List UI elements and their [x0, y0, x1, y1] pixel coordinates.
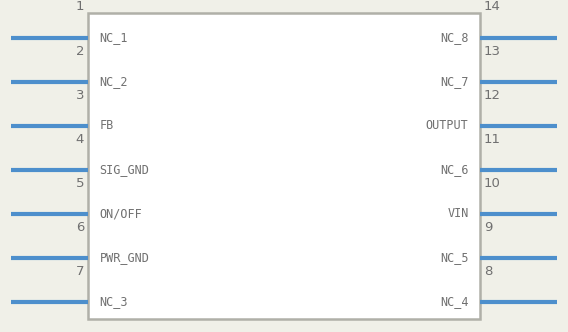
Text: 14: 14	[484, 0, 501, 14]
Text: 5: 5	[76, 177, 84, 190]
Text: NC_8: NC_8	[440, 31, 469, 44]
Bar	[88, 13, 480, 319]
Text: NC_3: NC_3	[99, 295, 128, 308]
Text: NC_7: NC_7	[440, 75, 469, 88]
Text: NC_1: NC_1	[99, 31, 128, 44]
Text: 6: 6	[76, 221, 84, 234]
Text: 1: 1	[76, 0, 84, 14]
Text: 7: 7	[76, 265, 84, 278]
Text: VIN: VIN	[447, 208, 469, 220]
Text: 4: 4	[76, 132, 84, 146]
Text: NC_4: NC_4	[440, 295, 469, 308]
Text: PWR_GND: PWR_GND	[99, 251, 149, 264]
Text: NC_2: NC_2	[99, 75, 128, 88]
Text: SIG_GND: SIG_GND	[99, 163, 149, 176]
Text: FB: FB	[99, 119, 114, 132]
Text: OUTPUT: OUTPUT	[426, 119, 469, 132]
Text: NC_6: NC_6	[440, 163, 469, 176]
Text: 2: 2	[76, 44, 84, 57]
Text: 10: 10	[484, 177, 501, 190]
Text: ON/OFF: ON/OFF	[99, 208, 142, 220]
Text: 9: 9	[484, 221, 492, 234]
Text: 8: 8	[484, 265, 492, 278]
Text: 3: 3	[76, 89, 84, 102]
Text: NC_5: NC_5	[440, 251, 469, 264]
Text: 13: 13	[484, 44, 501, 57]
Text: 12: 12	[484, 89, 501, 102]
Text: 11: 11	[484, 132, 501, 146]
